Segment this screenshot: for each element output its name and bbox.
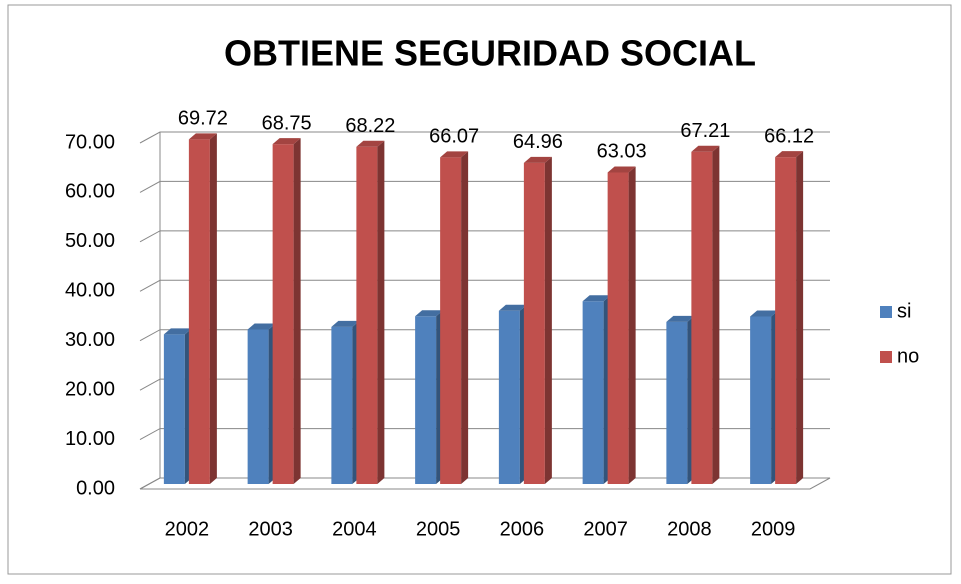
bar-face	[666, 315, 695, 322]
data-label: 67.21	[680, 120, 730, 142]
bar	[523, 156, 552, 485]
y-tick-label: 0.00	[76, 477, 115, 499]
y-tick-label: 40.00	[65, 280, 115, 302]
data-label: 64.96	[513, 131, 563, 153]
bar	[331, 320, 360, 484]
y-tick-label: 10.00	[65, 428, 115, 450]
bar-face	[712, 145, 720, 484]
bar-face	[272, 144, 294, 484]
y-tick-label: 20.00	[65, 378, 115, 400]
data-label: 69.72	[178, 108, 228, 130]
y-tick-label: 50.00	[65, 230, 115, 252]
grid-line	[139, 180, 830, 193]
bar	[607, 166, 636, 484]
bar-face	[247, 329, 269, 484]
y-tick-label: 30.00	[65, 329, 115, 351]
data-label: 63.03	[597, 141, 647, 163]
bar-face	[691, 145, 720, 152]
bar-face	[775, 151, 804, 158]
legend-swatch	[880, 351, 892, 363]
bar-face	[188, 139, 210, 484]
x-tick-label: 2006	[500, 518, 545, 540]
bar-face	[188, 133, 217, 140]
bar	[440, 151, 469, 485]
bar-face	[607, 166, 636, 173]
bar	[163, 328, 192, 484]
bar-face	[666, 321, 688, 484]
bar	[188, 133, 217, 484]
bar-face	[628, 166, 636, 484]
bar-face	[377, 140, 385, 484]
bar-face	[440, 151, 469, 158]
bar-face	[796, 151, 804, 484]
bar-face	[750, 310, 779, 317]
bar-face	[356, 140, 385, 147]
bar-face	[523, 162, 545, 485]
bar-face	[498, 304, 527, 311]
x-tick-label: 2003	[248, 518, 293, 540]
x-tick-label: 2008	[667, 518, 712, 540]
bar-face	[247, 323, 276, 330]
bar-face	[775, 157, 797, 484]
x-tick-label: 2005	[416, 518, 461, 540]
x-tick-label: 2007	[583, 518, 628, 540]
bar-face	[523, 156, 552, 163]
bar-face	[163, 334, 185, 484]
bar-face	[331, 320, 360, 327]
y-tick-label: 70.00	[65, 131, 115, 153]
grid-line	[139, 230, 830, 243]
bar-face	[163, 328, 192, 335]
bar-face	[544, 156, 552, 485]
legend-label: si	[897, 300, 911, 322]
bar	[666, 315, 695, 484]
bar	[750, 310, 779, 484]
bar	[247, 323, 276, 484]
bar	[691, 145, 720, 484]
legend-label: no	[897, 345, 919, 367]
y-tick-label: 60.00	[65, 181, 115, 203]
data-label: 66.07	[429, 126, 479, 148]
bar-face	[415, 316, 437, 484]
data-label: 66.12	[764, 125, 814, 147]
bar-face	[331, 326, 353, 484]
grid-line	[139, 131, 830, 144]
bar-face	[272, 138, 301, 145]
bar-face	[461, 151, 469, 485]
grid-line	[139, 279, 830, 292]
x-tick-label: 2009	[751, 518, 796, 540]
bar	[415, 310, 444, 484]
bar-face	[607, 172, 629, 484]
bar-face	[691, 151, 713, 484]
chart-title: OBTIENE SEGURIDAD SOCIAL	[224, 33, 756, 74]
x-tick-label: 2002	[165, 518, 210, 540]
bar	[775, 151, 804, 484]
bar	[272, 138, 301, 484]
bar-face	[498, 310, 520, 484]
bar-face	[582, 301, 604, 484]
bar	[582, 295, 611, 484]
bar-face	[582, 295, 611, 302]
bar-face	[356, 146, 378, 484]
bar-face	[440, 157, 462, 485]
data-label: 68.75	[262, 112, 312, 134]
legend-swatch	[880, 306, 892, 318]
bar-face	[415, 310, 444, 317]
bar-face	[293, 138, 301, 484]
bar-face	[750, 316, 772, 484]
x-tick-label: 2004	[332, 518, 377, 540]
bar	[356, 140, 385, 484]
bar-face	[209, 133, 217, 484]
bar	[498, 304, 527, 484]
data-label: 68.22	[345, 115, 395, 137]
